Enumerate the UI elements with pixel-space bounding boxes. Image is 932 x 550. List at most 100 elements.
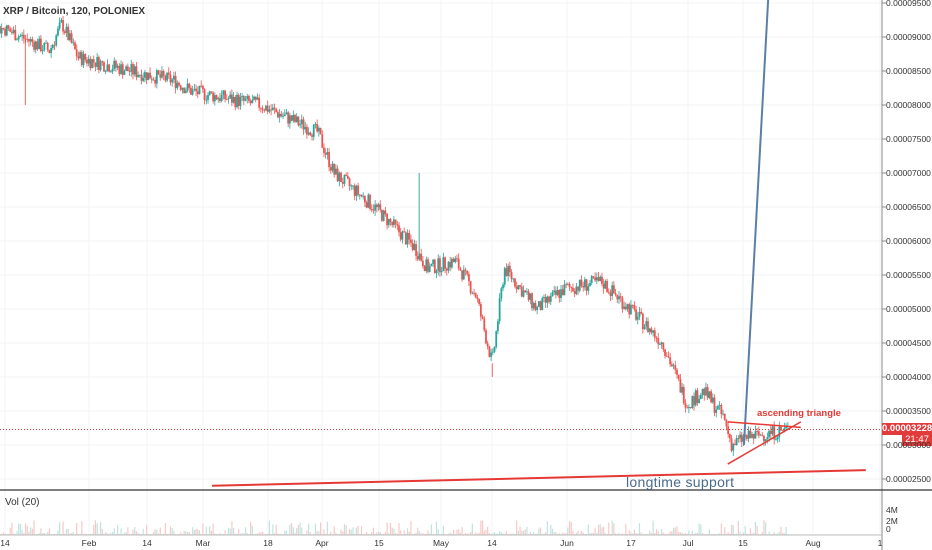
candle-body xyxy=(157,70,160,75)
volume-bar xyxy=(749,528,751,535)
candle-body xyxy=(601,276,603,284)
volume-tick-label: 4M xyxy=(886,505,898,515)
candle-body xyxy=(205,99,208,101)
volume-bar xyxy=(294,532,296,535)
volume-bar xyxy=(326,521,328,535)
volume-bar xyxy=(103,533,105,535)
volume-bar xyxy=(504,533,506,535)
volume-bar xyxy=(437,529,439,535)
candle-body xyxy=(667,356,670,358)
candle-body xyxy=(118,65,121,74)
candle-body xyxy=(241,95,244,97)
volume-bar xyxy=(190,533,192,535)
candle-body xyxy=(200,85,203,87)
candle-body xyxy=(365,202,368,208)
volume-bar xyxy=(696,532,699,535)
candle-body xyxy=(103,62,105,72)
volume-bar xyxy=(169,526,172,535)
candle-body xyxy=(517,285,520,290)
volume-bar xyxy=(331,533,334,535)
candle-body xyxy=(12,29,15,33)
volume-bar xyxy=(202,523,204,535)
candle-body xyxy=(659,344,661,345)
volume-bar xyxy=(719,533,721,535)
candle-body xyxy=(154,79,157,84)
longtime-support-line xyxy=(212,469,866,487)
volume-bar xyxy=(509,533,511,535)
volume-bar xyxy=(193,530,195,535)
candle-body xyxy=(452,258,455,263)
candle-body xyxy=(384,210,387,214)
candle-body xyxy=(319,127,322,135)
volume-bar xyxy=(21,529,23,535)
candle-body xyxy=(113,60,116,70)
candle-body xyxy=(41,50,44,52)
volume-bar xyxy=(736,533,738,535)
volume-bars xyxy=(0,520,789,535)
candle-body xyxy=(497,321,499,332)
candle-body xyxy=(633,305,636,310)
volume-bar xyxy=(289,524,291,535)
candle-body xyxy=(94,62,97,67)
volume-bar xyxy=(72,531,74,535)
candle-body xyxy=(491,351,494,353)
volume-bar xyxy=(164,523,166,535)
candle-body xyxy=(222,90,225,95)
candle-body xyxy=(60,19,63,23)
volume-bar xyxy=(667,533,670,535)
volume-bar xyxy=(555,531,557,535)
candle-body xyxy=(179,85,182,90)
candle-body xyxy=(725,419,728,427)
candle-body xyxy=(265,105,267,111)
y-tick-label: 0.00008000 xyxy=(886,100,931,110)
x-tick-label: Apr xyxy=(315,538,329,548)
candle-body xyxy=(367,194,370,208)
candle-body xyxy=(606,280,608,292)
candle-body xyxy=(479,304,482,317)
volume-bar xyxy=(654,533,656,535)
candle-body xyxy=(225,99,228,100)
volume-bar xyxy=(241,532,243,535)
candle-body xyxy=(609,292,612,296)
candle-body xyxy=(618,296,620,300)
volume-bar xyxy=(676,526,678,535)
candle-body xyxy=(648,328,651,332)
candle-body xyxy=(611,285,614,296)
volume-bar xyxy=(679,532,681,535)
candle-body xyxy=(780,426,782,431)
volume-bar xyxy=(480,520,482,535)
candle-body xyxy=(295,116,298,122)
candle-body xyxy=(456,258,458,260)
volume-bar xyxy=(258,532,260,535)
candle-body xyxy=(242,95,245,101)
volume-bar xyxy=(613,523,615,535)
volume-bar xyxy=(14,533,16,535)
candle-body xyxy=(123,70,126,75)
candle-body xyxy=(369,194,371,209)
candle-body xyxy=(213,95,216,102)
volume-bar xyxy=(350,529,352,535)
candle-body xyxy=(382,210,385,221)
candle-body xyxy=(638,311,641,317)
volume-bar xyxy=(454,533,456,535)
candle-body xyxy=(50,47,53,54)
volume-bar xyxy=(340,529,342,535)
volume-bar xyxy=(742,532,745,535)
annotation-longtime-support[interactable]: longtime support xyxy=(626,474,735,490)
volume-bar xyxy=(234,533,236,535)
volume-bar xyxy=(464,533,467,535)
candle-body xyxy=(68,33,71,41)
annotation-ascending-triangle[interactable]: ascending triangle xyxy=(757,408,841,419)
volume-bar xyxy=(640,532,642,535)
volume-bar xyxy=(314,523,317,535)
candle-body xyxy=(381,209,383,221)
volume-bar xyxy=(311,533,313,535)
volume-bar xyxy=(741,533,743,535)
volume-bar xyxy=(577,530,579,535)
candle-body xyxy=(682,387,685,404)
volume-bar xyxy=(30,527,32,535)
volume-bar xyxy=(210,530,213,535)
candle-body xyxy=(474,293,477,298)
candle-body xyxy=(191,89,194,95)
